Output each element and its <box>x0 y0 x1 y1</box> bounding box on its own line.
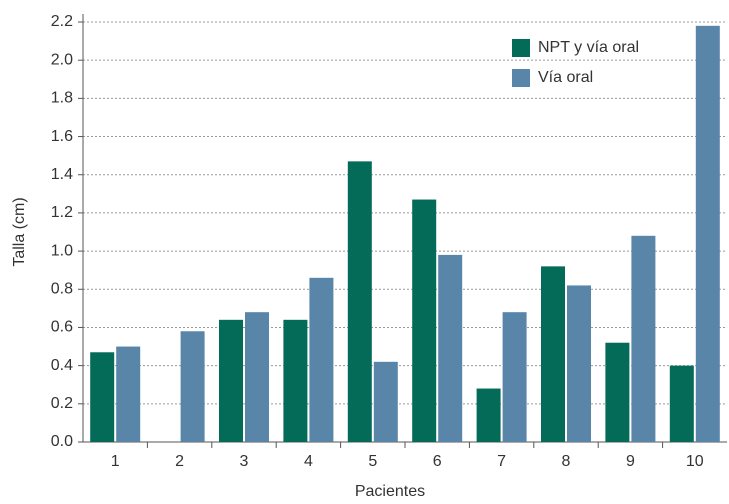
y-tick-label: 1.8 <box>51 90 73 107</box>
bar <box>567 285 591 442</box>
bar <box>116 346 141 442</box>
y-tick-label: 0.6 <box>51 319 73 336</box>
y-tick-label: 1.2 <box>51 204 73 221</box>
x-tick-label: 7 <box>497 453 506 470</box>
x-axis-title: Pacientes <box>355 483 425 500</box>
x-tick-label: 4 <box>304 453 313 470</box>
y-axis-title: Talla (cm) <box>11 197 28 266</box>
bar <box>347 161 372 442</box>
legend-swatch <box>512 39 530 57</box>
y-tick-label: 0.4 <box>51 357 73 374</box>
x-tick-label: 6 <box>433 453 442 470</box>
bar <box>502 312 527 442</box>
bar <box>219 319 243 442</box>
x-tick-label: 5 <box>368 453 377 470</box>
bar <box>412 199 437 442</box>
bar <box>90 352 115 442</box>
y-tick-label: 2.2 <box>51 13 73 30</box>
y-tick-label: 1.0 <box>51 242 73 259</box>
bar <box>245 312 269 442</box>
bar <box>669 365 694 442</box>
x-tick-label: 9 <box>626 453 635 470</box>
y-tick-label: 0.8 <box>51 280 73 297</box>
bar <box>541 266 565 442</box>
bar <box>373 361 398 442</box>
y-tick-label: 1.6 <box>51 128 73 145</box>
bar <box>695 25 720 443</box>
bar <box>631 235 656 442</box>
y-tick-label: 0.0 <box>51 433 73 450</box>
x-tick-label: 2 <box>175 453 184 470</box>
bar <box>309 277 334 442</box>
x-tick-label: 3 <box>240 453 249 470</box>
x-tick-label: 10 <box>686 453 704 470</box>
legend-label: NPT y vía oral <box>538 39 639 56</box>
bar <box>605 342 630 442</box>
y-tick-label: 2.0 <box>51 51 73 68</box>
legend-label: Vía oral <box>538 69 593 86</box>
bar <box>438 254 463 442</box>
legend-swatch <box>512 69 530 87</box>
x-tick-label: 1 <box>111 453 120 470</box>
bar <box>283 319 308 442</box>
y-tick-label: 1.4 <box>51 166 73 183</box>
bar <box>180 331 205 442</box>
y-tick-label: 0.2 <box>51 395 73 412</box>
x-tick-label: 8 <box>562 453 571 470</box>
bar <box>476 388 501 442</box>
